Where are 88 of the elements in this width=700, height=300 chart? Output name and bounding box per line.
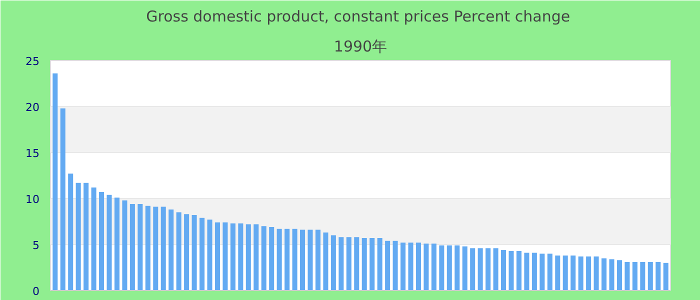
bar xyxy=(656,262,661,290)
bar xyxy=(192,215,197,290)
bar xyxy=(377,238,382,290)
bar xyxy=(330,235,336,290)
bar xyxy=(439,245,444,290)
bar xyxy=(624,262,630,290)
bar xyxy=(68,174,74,290)
bar xyxy=(99,192,104,290)
bar xyxy=(138,204,143,290)
bar xyxy=(168,210,174,290)
bar xyxy=(516,250,522,290)
bar xyxy=(91,187,96,290)
bar xyxy=(145,206,150,290)
bar xyxy=(424,244,429,290)
bar xyxy=(222,222,228,290)
bar xyxy=(640,262,646,290)
bar xyxy=(254,224,259,290)
bar xyxy=(562,256,568,290)
bar xyxy=(122,200,128,290)
bar xyxy=(555,256,560,290)
bar xyxy=(578,256,584,290)
bar xyxy=(570,256,576,290)
bar xyxy=(300,230,306,290)
bar xyxy=(362,238,367,290)
bar xyxy=(230,223,236,290)
bar xyxy=(416,242,421,290)
bar xyxy=(130,204,135,290)
bar xyxy=(594,256,599,290)
bar xyxy=(269,227,274,290)
bar xyxy=(408,242,414,290)
bar xyxy=(370,238,375,290)
bar xyxy=(470,248,476,290)
chart-title: Gross domestic product, constant prices Percent change xyxy=(146,8,570,26)
bar xyxy=(246,224,251,290)
bar xyxy=(632,262,638,290)
bar xyxy=(200,218,205,290)
bar xyxy=(214,222,220,290)
bar xyxy=(431,244,436,290)
bar xyxy=(586,256,592,290)
bar xyxy=(354,237,360,290)
bar xyxy=(276,228,282,290)
bar xyxy=(385,240,390,290)
bar xyxy=(400,242,406,290)
bar xyxy=(547,254,552,290)
bar xyxy=(308,230,313,290)
bar xyxy=(524,252,530,290)
y-tick-label: 0 xyxy=(32,285,40,298)
bar xyxy=(176,212,182,290)
bar xyxy=(346,237,352,290)
bar xyxy=(238,223,244,290)
bar xyxy=(153,206,158,290)
chart-subtitle: 1990年 xyxy=(334,38,388,56)
bar xyxy=(76,182,81,290)
bar xyxy=(663,262,668,290)
bar xyxy=(338,237,344,290)
y-tick-label: 25 xyxy=(26,55,40,68)
bar xyxy=(602,258,607,290)
bar xyxy=(462,246,468,290)
y-tick-label: 10 xyxy=(26,193,40,206)
bar xyxy=(323,232,328,290)
bar xyxy=(114,198,120,290)
bar xyxy=(648,262,653,290)
bar xyxy=(60,108,66,290)
y-tick-label: 20 xyxy=(26,101,40,114)
bar xyxy=(609,259,614,290)
bar xyxy=(160,206,166,290)
bar xyxy=(493,248,498,290)
y-tick-label: 5 xyxy=(32,239,40,252)
bar xyxy=(284,228,290,290)
bar xyxy=(454,245,460,290)
bar xyxy=(540,254,545,290)
bar xyxy=(207,220,212,290)
bar xyxy=(315,230,320,290)
bar xyxy=(532,252,537,290)
bar xyxy=(84,182,89,290)
bar xyxy=(292,228,298,290)
y-tick-label: 15 xyxy=(26,147,40,160)
bar xyxy=(478,248,483,290)
bar xyxy=(508,250,514,290)
bar xyxy=(501,250,506,290)
bar xyxy=(106,194,112,290)
bar xyxy=(261,226,266,290)
bar xyxy=(52,73,58,290)
bar xyxy=(486,248,491,290)
bar xyxy=(446,245,452,290)
bar xyxy=(184,214,190,290)
bar xyxy=(392,240,398,290)
bar xyxy=(616,260,622,290)
